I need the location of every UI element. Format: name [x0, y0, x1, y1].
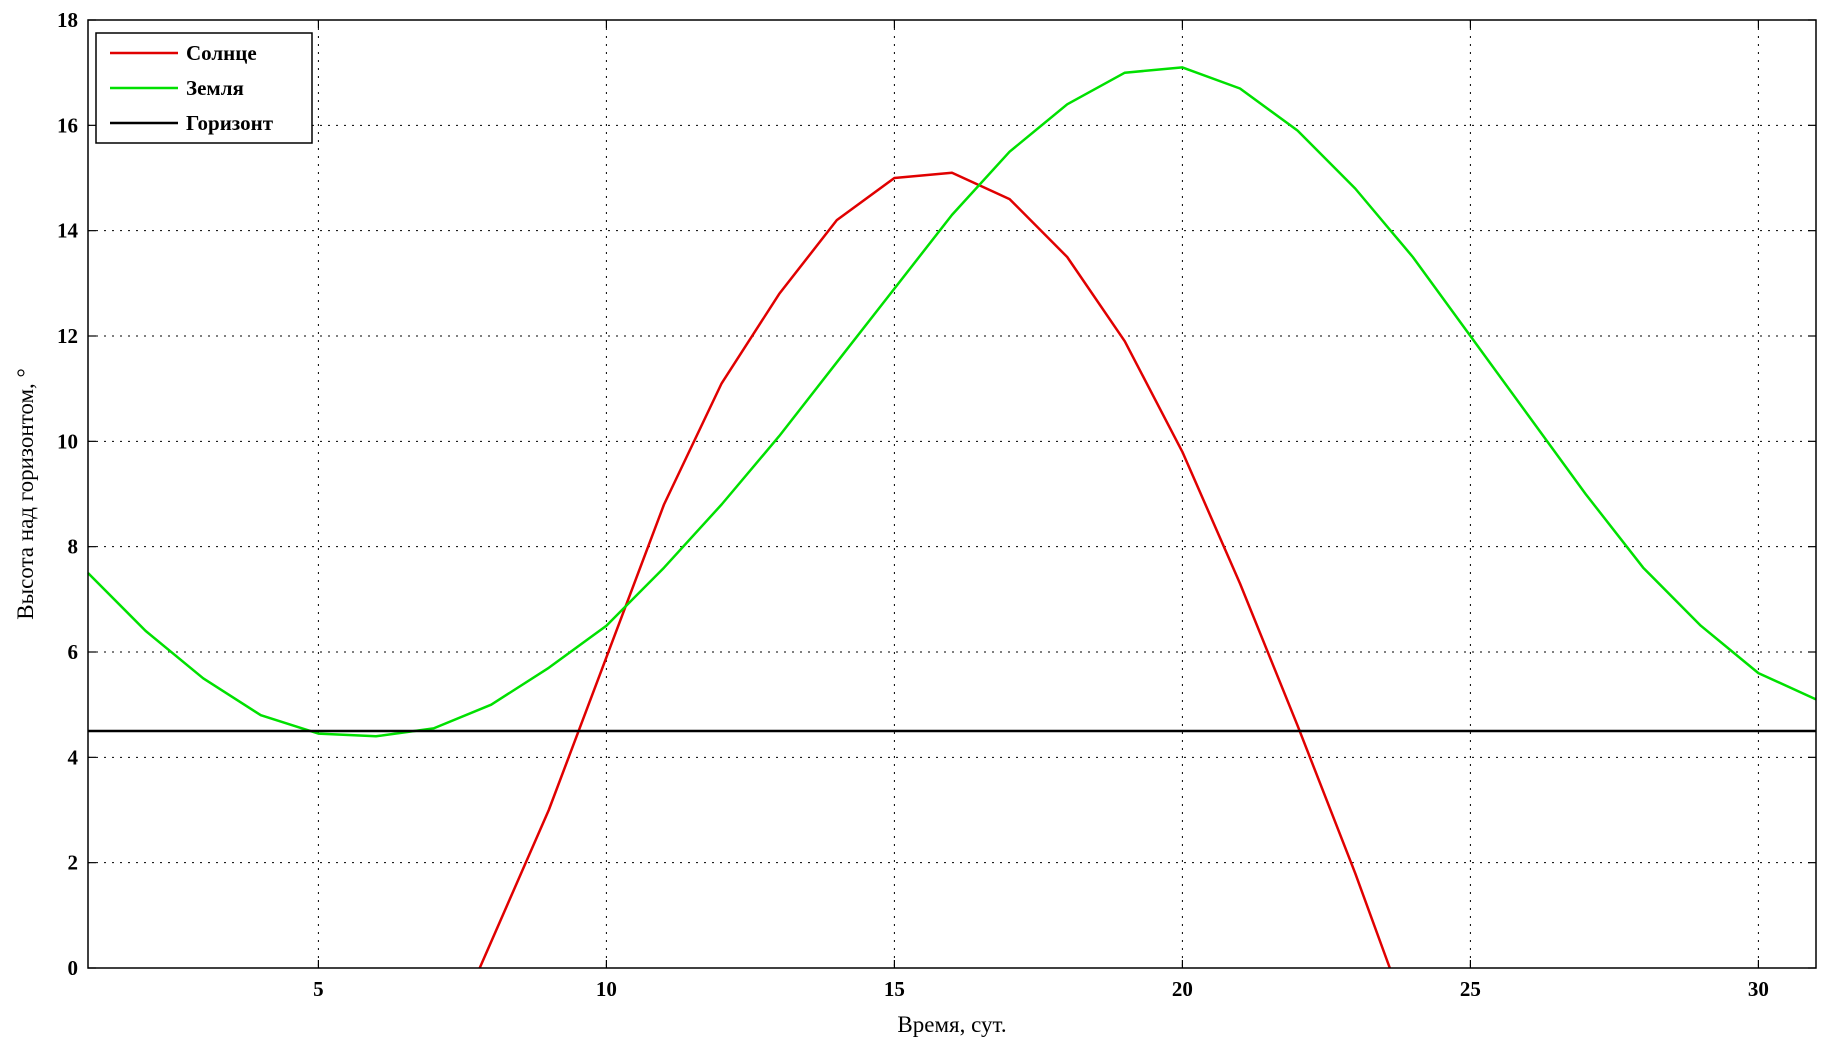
x-tick-label: 30	[1748, 977, 1769, 1001]
x-axis-label: Время, сут.	[897, 1012, 1006, 1037]
tick-layer: 5 10 15 20 25 30 0 2 4 6 8 10 12 14 16 18	[57, 8, 1816, 1001]
legend-entry-sun: Солнце	[110, 41, 257, 65]
x-tick-label: 10	[596, 977, 617, 1001]
series-layer	[87, 66, 1817, 969]
y-tick-label: 10	[57, 429, 78, 453]
y-tick-label: 12	[57, 324, 78, 348]
y-tick-label: 18	[57, 8, 78, 32]
sun-series-line	[478, 171, 1391, 969]
y-tick-label: 6	[68, 640, 79, 664]
legend-label: Земля	[186, 76, 244, 100]
legend-label: Горизонт	[186, 111, 274, 135]
legend-entry-horizon: Горизонт	[110, 111, 274, 135]
x-tick-label: 20	[1172, 977, 1193, 1001]
y-tick-label: 8	[68, 535, 79, 559]
grid-layer	[88, 20, 1816, 968]
y-tick-label: 0	[68, 956, 79, 980]
x-tick-label: 15	[884, 977, 905, 1001]
x-tick-label: 5	[313, 977, 324, 1001]
plot-frame	[87, 19, 1817, 969]
y-tick-label: 4	[68, 745, 79, 769]
y-tick-label: 14	[57, 219, 79, 243]
legend-label: Солнце	[186, 41, 257, 65]
earth-series-line	[87, 66, 1817, 738]
y-axis-label: Высота над горизонтом, °	[13, 368, 38, 619]
legend-entry-earth: Земля	[110, 76, 244, 100]
legend: Солнце Земля Горизонт	[95, 32, 313, 144]
legend-box	[95, 32, 313, 144]
y-tick-label: 2	[68, 851, 79, 875]
y-tick-label: 16	[57, 113, 78, 137]
x-tick-label: 25	[1460, 977, 1481, 1001]
